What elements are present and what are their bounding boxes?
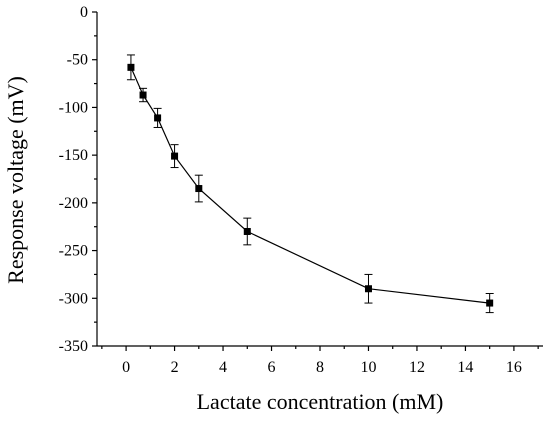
- data-point-marker: [127, 63, 135, 71]
- y-tick-label: -200: [59, 195, 88, 212]
- y-tick-label: -100: [59, 99, 88, 116]
- x-tick-label: 16: [506, 359, 522, 376]
- data-point-marker: [243, 227, 251, 235]
- x-tick-label: 4: [219, 359, 227, 376]
- x-axis-ticks: 0 2 4 6 8 10 12 14 16: [101, 346, 539, 376]
- data-point-marker: [171, 152, 179, 160]
- data-point-marker: [154, 114, 162, 122]
- x-tick-label: 8: [316, 359, 324, 376]
- x-tick-label: 12: [409, 359, 425, 376]
- y-axis-ticks: 0 -50 -100 -150 -200 -250 -300 -350: [59, 4, 97, 355]
- x-tick-label: 0: [122, 359, 130, 376]
- data-point-marker: [195, 185, 203, 193]
- x-tick-label: 6: [268, 359, 276, 376]
- y-tick-label: -300: [59, 290, 88, 307]
- series: [126, 54, 494, 314]
- series-line: [130, 67, 490, 304]
- y-tick-label: -150: [59, 147, 88, 164]
- data-point-marker: [486, 299, 494, 307]
- x-axis-title: Lactate concentration (mM): [197, 389, 444, 414]
- y-tick-label: 0: [80, 4, 88, 21]
- x-tick-label: 10: [360, 359, 376, 376]
- x-tick-label: 14: [457, 359, 473, 376]
- y-tick-label: -50: [67, 52, 88, 69]
- plot-frame: [96, 12, 543, 347]
- data-point-marker: [364, 285, 372, 293]
- y-tick-label: -250: [59, 243, 88, 260]
- y-axis-title: Response voltage (mV): [3, 76, 28, 284]
- data-point-marker: [139, 91, 147, 99]
- y-tick-label: -350: [59, 338, 88, 355]
- x-tick-label: 2: [171, 359, 179, 376]
